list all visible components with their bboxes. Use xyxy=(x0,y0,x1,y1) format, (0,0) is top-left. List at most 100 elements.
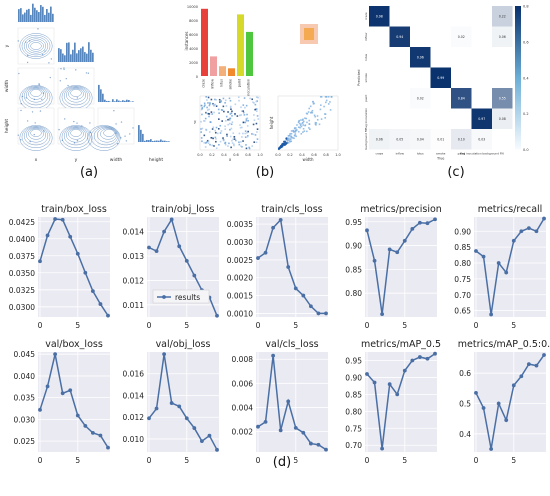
scatter-point xyxy=(290,136,293,138)
scatter-point xyxy=(41,98,43,101)
scatter-point xyxy=(302,124,304,126)
scatter-point xyxy=(325,99,328,102)
ytick-label: 0.040 xyxy=(14,372,36,381)
y-class-label: inflow xyxy=(364,32,368,41)
x-class-label: inflow xyxy=(396,152,405,156)
scatter-point xyxy=(241,146,243,148)
matrix-cell xyxy=(492,26,513,47)
scatter-point xyxy=(232,138,235,140)
histogram-bar xyxy=(24,12,26,22)
scatter-point xyxy=(229,113,232,115)
scatter-point xyxy=(224,141,227,144)
confusion-matrix-svg: 0.98 0.22 0.94 0.02 0.06 0.96 0.99 0.02 0.84 0.55… xyxy=(357,5,529,161)
scatter-point xyxy=(283,140,285,143)
scatter-point xyxy=(211,144,214,147)
matrix-cell xyxy=(492,88,513,109)
scatter-point xyxy=(214,136,217,139)
scatter-point xyxy=(231,110,233,113)
scatter-point xyxy=(242,140,244,142)
scatter-point xyxy=(316,118,319,121)
scatter-point xyxy=(229,135,232,138)
scatter-point xyxy=(300,123,302,126)
data-point xyxy=(301,293,306,298)
scatter-point xyxy=(89,122,91,124)
cell-value: 0.98 xyxy=(376,14,383,18)
scatter-point xyxy=(325,101,327,104)
xtick-label: 1.0 xyxy=(335,153,341,157)
data-point xyxy=(526,226,531,231)
scatter-point xyxy=(115,132,117,135)
colorbar-tick: 0.0 xyxy=(523,148,529,152)
histogram-bar xyxy=(140,129,142,142)
scatter-point xyxy=(209,143,211,146)
scatter-point xyxy=(240,106,242,109)
scatter-point xyxy=(203,105,206,108)
scatter-point xyxy=(205,128,207,131)
scatter-point xyxy=(203,134,206,137)
series-line xyxy=(39,218,109,317)
scatter-point xyxy=(20,139,22,141)
scatter-point xyxy=(253,114,255,116)
data-point xyxy=(293,426,298,430)
chart-title: train/cls_loss xyxy=(261,204,322,215)
histogram-bar xyxy=(154,140,156,142)
ytick-label: 0.85 xyxy=(345,390,362,399)
xtick-label: 5 xyxy=(511,321,516,330)
scatter-point xyxy=(214,98,216,101)
scatter-point xyxy=(44,50,46,52)
data-point xyxy=(417,220,422,225)
scatter-point xyxy=(296,124,298,126)
scatter-point xyxy=(229,99,232,102)
width-height-scatter: 0.0 0.2 0.4 0.6 0.8 1.0 width height xyxy=(269,95,341,162)
series-line xyxy=(148,354,218,451)
instances-bar-chart: 10000 8000 6000 4000 2000 0 instances craze infl… xyxy=(184,5,253,104)
scatter-point xyxy=(253,102,255,104)
histogram-bar xyxy=(112,99,114,102)
ytick-label: 0.0325 xyxy=(9,286,35,295)
chart-train-cls-loss: 0.0010 0.0015 0.0020 0.0025 0.0030 0.0035 0 5 tr… xyxy=(227,204,328,330)
scatter-point xyxy=(281,143,283,146)
ytick-label: 0.012 xyxy=(123,413,145,422)
data-point xyxy=(256,256,260,260)
scatter-point xyxy=(236,115,239,117)
ytick-label: 0.004 xyxy=(232,403,254,412)
scatter-point xyxy=(241,110,243,112)
data-point xyxy=(169,217,174,222)
scatter-point xyxy=(204,146,207,148)
histogram-bar xyxy=(36,10,38,22)
density-contour xyxy=(103,129,115,137)
histogram-bar xyxy=(156,140,158,142)
scatter-point xyxy=(255,122,258,125)
xtick-label: 0 xyxy=(474,321,479,330)
scatter-point xyxy=(207,112,210,115)
histogram-bar xyxy=(26,9,28,22)
caption-a: (a) xyxy=(79,165,99,180)
scatter-point xyxy=(305,112,308,115)
data-point xyxy=(98,433,103,438)
scatter-point xyxy=(242,132,244,135)
chart-metrics-map-0-5-0-95: 0.4 0.5 0.6 0 5 metrics/mAP_0.5:0.95 xyxy=(458,339,550,465)
scatter-point xyxy=(293,127,296,130)
cell-value: 0.06 xyxy=(376,137,383,141)
plot-area xyxy=(365,352,437,452)
histogram-bar xyxy=(108,100,110,102)
histogram-bar xyxy=(118,100,120,102)
scatter-point xyxy=(255,141,258,144)
data-point xyxy=(98,302,103,306)
axis-label-x: y xyxy=(75,158,78,163)
ytick-label: 0.014 xyxy=(123,228,145,237)
density-contour xyxy=(26,87,46,103)
panel-b-labels: 10000 8000 6000 4000 2000 0 instances craze infl… xyxy=(182,0,350,168)
ytick-label: 0.80 xyxy=(454,259,471,268)
data-point xyxy=(278,428,283,433)
scatter-point xyxy=(210,111,213,113)
data-point xyxy=(504,418,509,423)
scatter-point xyxy=(215,140,217,143)
matrix-cell xyxy=(389,129,410,150)
scatter-point xyxy=(25,97,27,99)
scatter-point xyxy=(87,72,90,74)
plot-area xyxy=(256,352,328,452)
scatter-point xyxy=(294,133,297,135)
chart-metrics-recall: 0.65 0.70 0.75 0.80 0.85 0.90 0 5 metrics/recall xyxy=(454,204,546,330)
